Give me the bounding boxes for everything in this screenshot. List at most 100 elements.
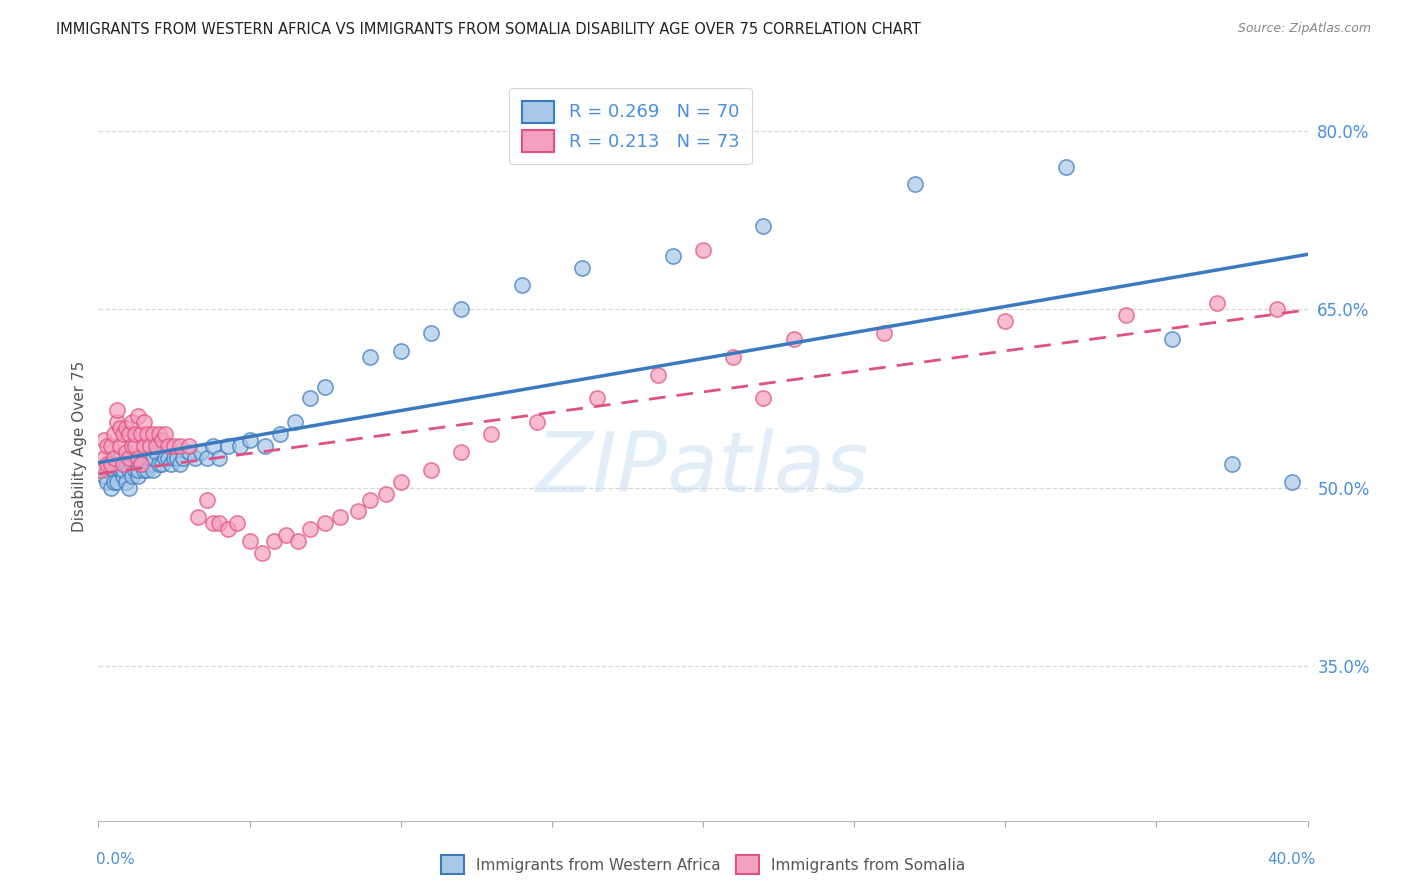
Point	[111, 463, 134, 477]
Point	[217, 439, 239, 453]
Point	[347, 504, 370, 518]
Point	[90, 463, 112, 477]
Point	[118, 463, 141, 477]
Text: 40.0%: 40.0%	[1268, 852, 1316, 867]
Point	[692, 243, 714, 257]
Point	[510, 278, 533, 293]
Point	[299, 522, 322, 536]
Point	[1206, 296, 1229, 310]
Legend: Immigrants from Western Africa, Immigrants from Somalia: Immigrants from Western Africa, Immigran…	[434, 849, 972, 880]
Text: IMMIGRANTS FROM WESTERN AFRICA VS IMMIGRANTS FROM SOMALIA DISABILITY AGE OVER 75: IMMIGRANTS FROM WESTERN AFRICA VS IMMIGR…	[56, 22, 921, 37]
Point	[118, 427, 141, 442]
Point	[169, 457, 191, 471]
Point	[163, 450, 186, 465]
Point	[287, 534, 309, 549]
Point	[208, 516, 231, 531]
Point	[93, 433, 115, 447]
Point	[187, 510, 209, 524]
Point	[127, 463, 149, 477]
Point	[179, 439, 201, 453]
Point	[647, 368, 669, 382]
Point	[1115, 308, 1137, 322]
Point	[202, 516, 225, 531]
Point	[263, 534, 285, 549]
Point	[274, 528, 297, 542]
Point	[526, 415, 548, 429]
Point	[132, 463, 155, 477]
Point	[314, 516, 336, 531]
Point	[111, 457, 134, 471]
Point	[299, 392, 322, 406]
Point	[105, 403, 128, 417]
Point	[96, 439, 118, 453]
Point	[284, 415, 307, 429]
Point	[100, 481, 122, 495]
Point	[114, 475, 136, 489]
Point	[129, 457, 152, 471]
Point	[129, 427, 152, 442]
Point	[121, 457, 143, 471]
Point	[127, 409, 149, 424]
Point	[100, 439, 122, 453]
Point	[184, 450, 207, 465]
Point	[100, 457, 122, 471]
Point	[481, 427, 503, 442]
Point	[179, 445, 201, 459]
Point	[127, 468, 149, 483]
Point	[250, 546, 273, 560]
Point	[420, 463, 443, 477]
Point	[253, 439, 276, 453]
Point	[904, 178, 927, 192]
Point	[93, 450, 115, 465]
Point	[374, 486, 396, 500]
Point	[450, 445, 472, 459]
Point	[132, 457, 155, 471]
Point	[108, 450, 131, 465]
Point	[153, 450, 176, 465]
Point	[114, 445, 136, 459]
Point	[239, 433, 262, 447]
Point	[208, 450, 231, 465]
Point	[129, 457, 152, 471]
Point	[156, 439, 179, 453]
Point	[195, 492, 218, 507]
Point	[153, 427, 176, 442]
Legend: R = 0.269   N = 70, R = 0.213   N = 73: R = 0.269 N = 70, R = 0.213 N = 73	[509, 88, 752, 164]
Point	[166, 450, 188, 465]
Point	[132, 439, 155, 453]
Point	[96, 475, 118, 489]
Point	[156, 450, 179, 465]
Point	[571, 260, 593, 275]
Point	[96, 457, 118, 471]
Point	[114, 457, 136, 471]
Point	[142, 450, 165, 465]
Point	[994, 314, 1017, 328]
Point	[1054, 160, 1077, 174]
Point	[124, 439, 146, 453]
Point	[121, 439, 143, 453]
Point	[1220, 457, 1243, 471]
Point	[239, 534, 262, 549]
Point	[132, 415, 155, 429]
Point	[145, 439, 167, 453]
Point	[269, 427, 291, 442]
Point	[360, 492, 382, 507]
Point	[160, 457, 183, 471]
Point	[450, 302, 472, 317]
Point	[124, 450, 146, 465]
Point	[150, 457, 173, 471]
Point	[226, 516, 249, 531]
Point	[124, 463, 146, 477]
Point	[118, 450, 141, 465]
Point	[114, 421, 136, 435]
Y-axis label: Disability Age Over 75: Disability Age Over 75	[72, 360, 87, 532]
Point	[93, 468, 115, 483]
Point	[195, 450, 218, 465]
Point	[105, 475, 128, 489]
Point	[389, 343, 412, 358]
Point	[217, 522, 239, 536]
Point	[142, 463, 165, 477]
Point	[150, 433, 173, 447]
Point	[105, 415, 128, 429]
Point	[163, 439, 186, 453]
